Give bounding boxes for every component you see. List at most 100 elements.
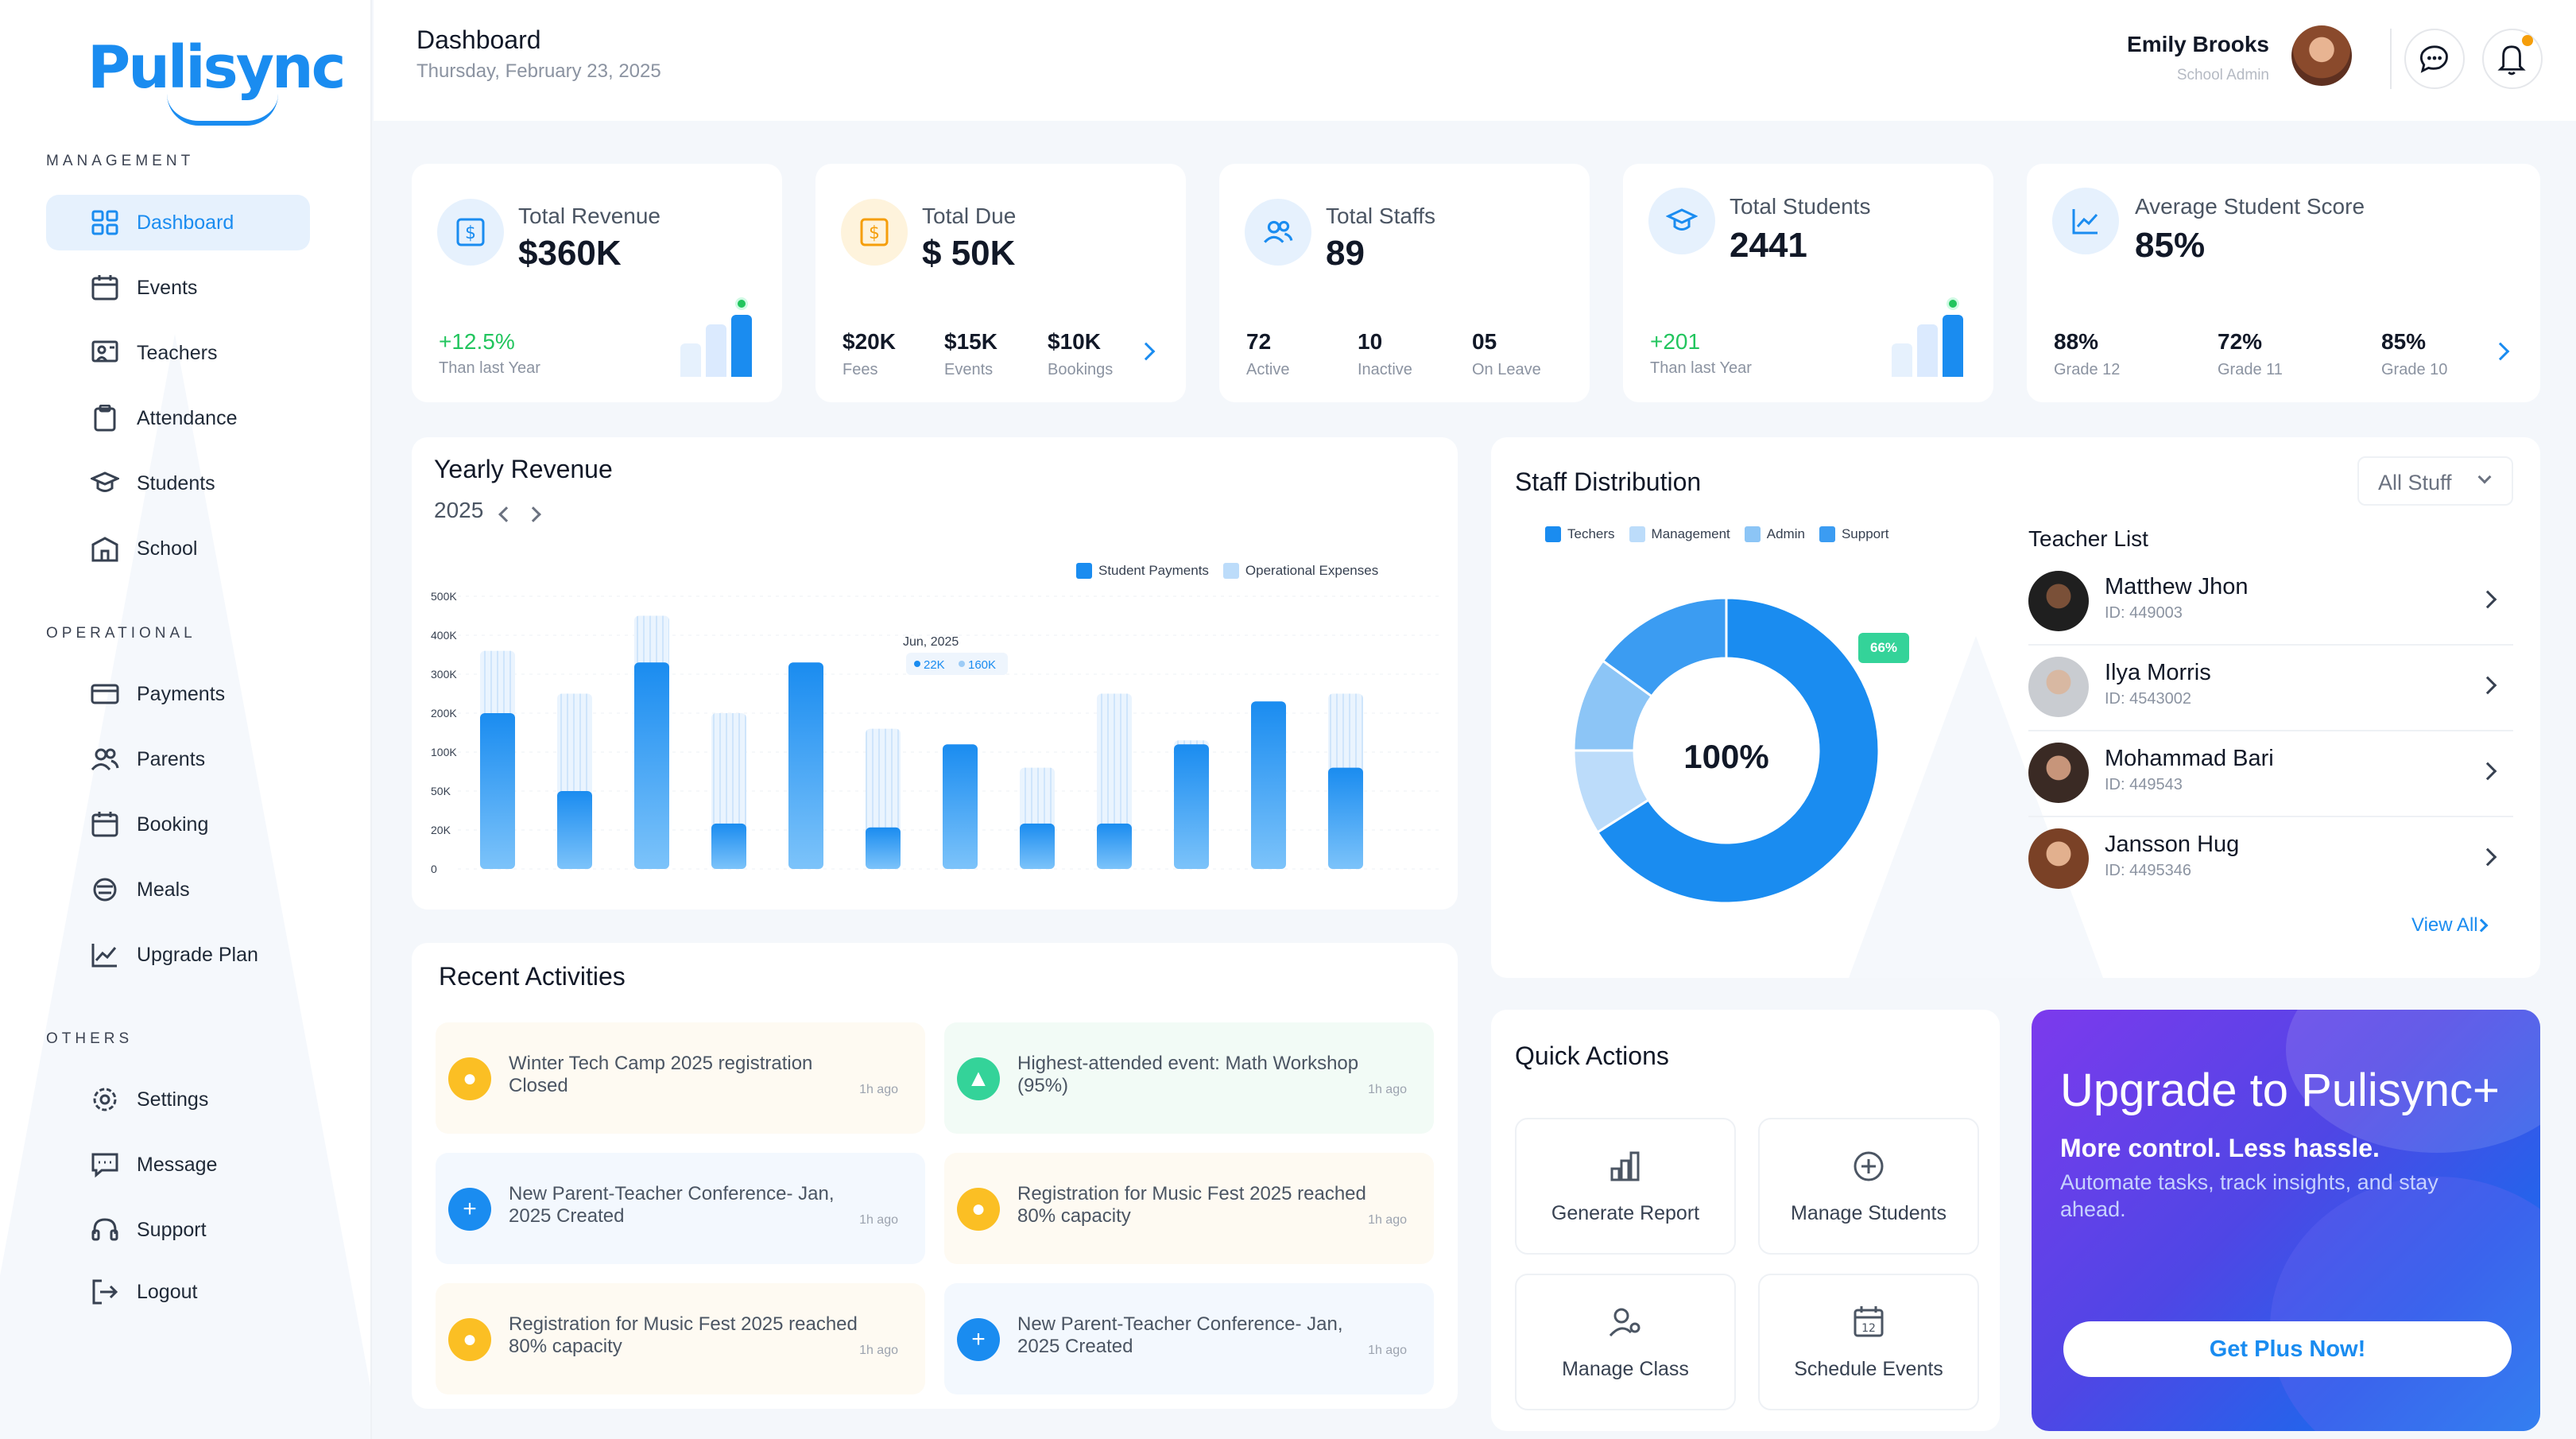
teacher-name: Mohammad Bari	[2105, 746, 2274, 771]
payment-bar[interactable]	[788, 662, 823, 869]
payment-bar[interactable]	[1097, 823, 1132, 869]
view-all-link[interactable]: View All	[2411, 914, 2478, 936]
teacher-row[interactable]: Jansson Hug ID: 4495346	[2028, 817, 2513, 903]
chevron-right-icon[interactable]	[2478, 847, 2497, 867]
manage-class-button[interactable]: Manage Class	[1515, 1274, 1736, 1410]
mini-bar	[680, 343, 701, 377]
activity-item[interactable]: ● Registration for Music Fest 2025 reach…	[944, 1153, 1434, 1264]
chevron-right-icon[interactable]	[2491, 342, 2510, 361]
nav-label: Teachers	[137, 341, 218, 364]
chevron-right-icon[interactable]	[2478, 590, 2497, 609]
stat-delta: +12.5%	[439, 329, 515, 354]
nav-teachers[interactable]: Teachers	[46, 325, 310, 381]
notifications-button[interactable]	[2482, 29, 2543, 89]
nav-dashboard[interactable]: Dashboard	[46, 195, 310, 250]
schedule-events-button[interactable]: 12 Schedule Events	[1758, 1274, 1979, 1410]
stat-card-students[interactable]: Total Students 2441 +201 Than last Year	[1623, 164, 1993, 402]
teacher-list-title: Teacher List	[2028, 526, 2148, 551]
stat-card-due[interactable]: $ Total Due $ 50K $20K Fees $15K Events $1…	[815, 164, 1186, 402]
message-icon	[91, 1153, 118, 1178]
teacher-id: ID: 449543	[2105, 776, 2183, 793]
chevron-right-icon[interactable]	[2478, 762, 2497, 781]
bell-icon: ●	[448, 1057, 491, 1100]
chat-bubble-icon	[2419, 45, 2448, 73]
payment-bar[interactable]	[557, 791, 592, 869]
logo[interactable]: Pulisync	[87, 33, 346, 126]
score-grade-11: 72% Grade 11	[2218, 329, 2283, 378]
mini-bar-dot	[735, 297, 748, 310]
activity-time: 1h ago	[1368, 1344, 1407, 1357]
stat-card-revenue[interactable]: $ Total Revenue $360K +12.5% Than last Y…	[412, 164, 782, 402]
chat-button[interactable]	[2404, 29, 2465, 89]
teacher-name: Jansson Hug	[2105, 832, 2240, 857]
get-plus-button[interactable]: Get Plus Now!	[2063, 1321, 2512, 1377]
stat-card-score[interactable]: Average Student Score 85% 88% Grade 12 72…	[2027, 164, 2540, 402]
staffs-on-leave: 05 On Leave	[1472, 329, 1541, 378]
nav-logout[interactable]: Logout	[46, 1264, 310, 1320]
teacher-row[interactable]: Mohammad Bari ID: 449543	[2028, 731, 2513, 817]
payment-bar[interactable]	[866, 827, 901, 869]
gear-icon	[93, 1088, 117, 1111]
nav-payments[interactable]: Payments	[46, 666, 310, 722]
stat-card-staffs[interactable]: Total Staffs 89 72 Active 10 Inactive 05 On…	[1219, 164, 1590, 402]
top-header: Dashboard Thursday, February 23, 2025 Em…	[374, 0, 2576, 121]
mini-bar	[1943, 315, 1963, 377]
nav-meals[interactable]: Meals	[46, 862, 310, 917]
nav-upgrade-plan[interactable]: Upgrade Plan	[46, 927, 310, 983]
svg-text:$: $	[869, 223, 880, 243]
staff-distribution-card: Staff Distribution All Stuff Techers Man…	[1491, 437, 2540, 978]
activity-item[interactable]: + New Parent-Teacher Conference- Jan, 20…	[944, 1283, 1434, 1394]
payment-bar[interactable]	[943, 744, 978, 869]
staff-filter-dropdown[interactable]: All Stuff	[2357, 456, 2513, 506]
chart-year: 2025	[434, 498, 484, 522]
activity-item[interactable]: ● Registration for Music Fest 2025 reach…	[436, 1283, 925, 1394]
plus-circle-icon	[1854, 1151, 1884, 1181]
payment-bar[interactable]	[480, 713, 515, 869]
y-tick-label: 20K	[431, 824, 451, 836]
manage-students-button[interactable]: Manage Students	[1758, 1118, 1979, 1255]
payment-bar[interactable]	[1251, 701, 1286, 869]
nav-events[interactable]: Events	[46, 260, 310, 316]
upgrade-subtitle: More control. Less hassle.	[2060, 1134, 2380, 1162]
tooltip-value-a: 22K	[924, 658, 945, 672]
nav-label: Message	[137, 1153, 218, 1176]
stat-title: Average Student Score	[2135, 194, 2365, 219]
section-label-others: OTHERS	[46, 1030, 134, 1047]
user-name[interactable]: Emily Brooks	[2127, 32, 2269, 56]
qa-label: Schedule Events	[1794, 1358, 1943, 1380]
payment-bar[interactable]	[1328, 767, 1363, 869]
user-avatar[interactable]	[2291, 25, 2352, 86]
donut-slice[interactable]	[1595, 596, 1881, 905]
school-building-icon	[91, 537, 118, 562]
bell-icon: ●	[448, 1318, 491, 1361]
nav-school[interactable]: School	[46, 521, 310, 576]
teacher-row[interactable]: Ilya Morris ID: 4543002	[2028, 646, 2513, 731]
nav-label: Attendance	[137, 406, 238, 429]
payment-bar[interactable]	[711, 823, 746, 869]
dropdown-value: All Stuff	[2378, 471, 2452, 495]
nav-settings[interactable]: Settings	[46, 1072, 310, 1127]
activity-time: 1h ago	[1368, 1213, 1407, 1227]
nav-attendance[interactable]: Attendance	[46, 390, 310, 446]
payment-bar[interactable]	[1174, 744, 1209, 869]
activity-item[interactable]: ▲ Highest-attended event: Math Workshop …	[944, 1022, 1434, 1134]
chart-legend: Student Payments Operational Expenses	[1076, 563, 1393, 579]
chevron-right-icon[interactable]	[1137, 342, 1156, 361]
teacher-row[interactable]: Matthew Jhon ID: 449003	[2028, 560, 2513, 646]
teacher-avatar	[2028, 828, 2089, 889]
upgrade-card: Upgrade to Pulisync+ More control. Less …	[2032, 1010, 2540, 1431]
staff-donut-chart: 100%	[1572, 596, 1881, 905]
payment-bar[interactable]	[634, 662, 669, 869]
nav-students[interactable]: Students	[46, 456, 310, 511]
activity-item[interactable]: + New Parent-Teacher Conference- Jan, 20…	[436, 1153, 925, 1264]
nav-booking[interactable]: Booking	[46, 797, 310, 852]
nav-parents[interactable]: Parents	[46, 731, 310, 787]
score-grade-10: 85% Grade 10	[2381, 329, 2448, 378]
chevron-right-icon[interactable]	[2478, 676, 2497, 695]
payment-bar[interactable]	[1020, 823, 1055, 869]
generate-report-button[interactable]: Generate Report	[1515, 1118, 1736, 1255]
donut-slice[interactable]	[1601, 596, 1728, 698]
nav-message[interactable]: Message	[46, 1137, 310, 1193]
activity-item[interactable]: ● Winter Tech Camp 2025 registration Clo…	[436, 1022, 925, 1134]
nav-support[interactable]: Support	[46, 1202, 310, 1258]
